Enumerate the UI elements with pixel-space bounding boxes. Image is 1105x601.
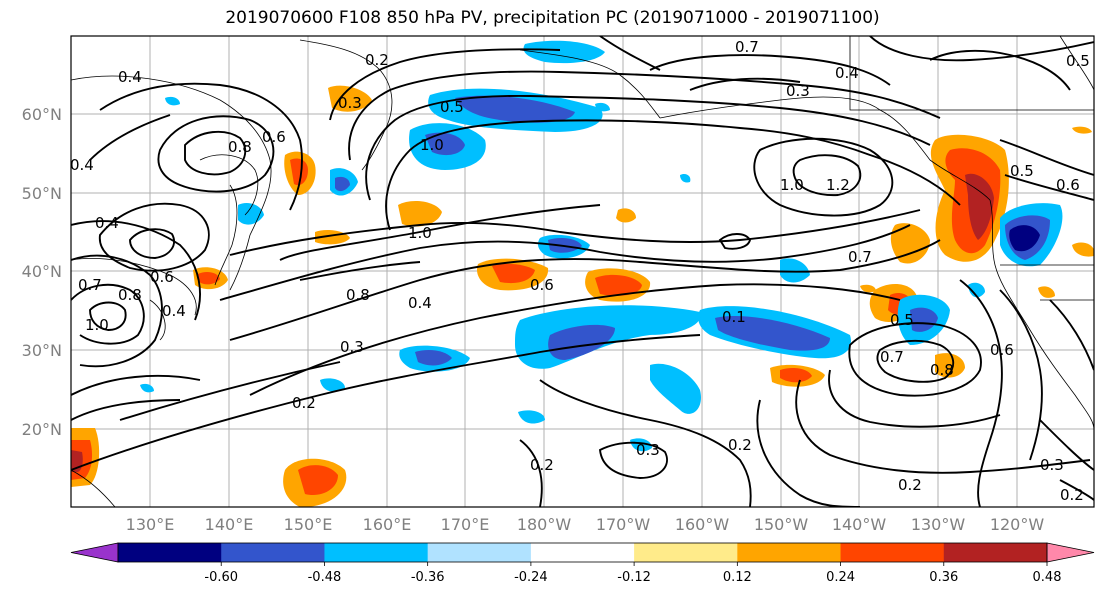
coastlines: [71, 36, 1094, 507]
contour-label: 0.5: [1010, 162, 1034, 180]
contour-label: 0.3: [338, 94, 362, 112]
contour-label: 0.7: [735, 38, 759, 56]
contour-label: 0.8: [930, 361, 954, 379]
contour-label: 0.6: [1056, 176, 1080, 194]
contour-label: 0.8: [228, 138, 252, 156]
lon-label: 170°E: [441, 515, 490, 534]
pv-contours: [71, 36, 1094, 507]
contour-label: 0.4: [835, 64, 859, 82]
lon-label: 180°W: [517, 515, 572, 534]
lon-label: 170°W: [596, 515, 651, 534]
colorbar-tick-label: 0.12: [723, 570, 752, 585]
contour-label: 0.4: [95, 214, 119, 232]
contour-label: 0.8: [346, 286, 370, 304]
colorbar-swatch: [530, 543, 635, 562]
contour-label: 0.3: [786, 82, 810, 100]
lon-label: 140°E: [205, 515, 254, 534]
lon-label: 140°W: [832, 515, 887, 534]
colorbar-tick-label: -0.12: [617, 570, 651, 585]
contour-label: 0.7: [880, 348, 904, 366]
contour-label: 0.8: [118, 286, 142, 304]
contour-label: 1.0: [420, 136, 444, 154]
colorbar-frame: [117, 542, 1048, 563]
lon-label: 160°W: [675, 515, 730, 534]
positive-anomalies: [71, 85, 1094, 507]
lon-label: 130°E: [126, 515, 175, 534]
contour-label: 0.2: [530, 456, 554, 474]
colorbar-swatch: [634, 543, 738, 562]
contour-label: 1.2: [826, 176, 850, 194]
contour-label: 0.6: [262, 128, 286, 146]
contour-label: 0.2: [728, 436, 752, 454]
lon-label: 120°W: [990, 515, 1045, 534]
contour-label: 0.2: [292, 394, 316, 412]
plot-frame: [70, 35, 1095, 508]
lat-label: 30°N: [22, 341, 62, 360]
contour-label: 0.4: [408, 294, 432, 312]
colorbar-tick-label: -0.60: [204, 570, 238, 585]
colorbar: -0.60 -0.48 -0.36 -0.24 -0.12 0.12 0.24 0.36 0.4…: [70, 542, 1095, 585]
colorbar-swatch: [840, 543, 945, 562]
contour-label: 0.4: [162, 302, 186, 320]
lat-label: 40°N: [22, 262, 62, 281]
colorbar-swatch: [737, 543, 842, 562]
contour-label: 0.1: [722, 308, 746, 326]
contour-label: 0.5: [890, 311, 914, 329]
contour-label: 0.4: [70, 156, 94, 174]
contour-label: 0.7: [78, 276, 102, 294]
contour-label: 0.4: [118, 68, 142, 86]
colorbar-extend-low: [70, 542, 119, 563]
colorbar-tick-label: 0.24: [826, 570, 855, 585]
longitude-labels: 130°E 140°E 150°E 160°E 170°E 180°W 170°…: [126, 515, 1045, 534]
contour-label: 0.5: [1066, 52, 1090, 70]
contour-label: 0.3: [1040, 456, 1064, 474]
contour-label: 0.6: [990, 341, 1014, 359]
map-title: 2019070600 F108 850 hPa PV, precipitatio…: [225, 8, 880, 28]
latitude-labels: 60°N 50°N 40°N 30°N 20°N: [22, 105, 62, 439]
contour-label: 0.7: [848, 248, 872, 266]
lon-label: 160°E: [363, 515, 412, 534]
contour-label: 0.2: [365, 51, 389, 69]
colorbar-tick-label: -0.36: [411, 570, 445, 585]
colorbar-extend-high: [1046, 542, 1095, 563]
colorbar-tick-label: -0.24: [514, 570, 548, 585]
colorbar-swatch: [427, 543, 532, 562]
contour-label: 0.3: [636, 441, 660, 459]
colorbar-tick-label: 0.48: [1033, 570, 1062, 585]
contour-label: 0.6: [530, 276, 554, 294]
contour-label: 1.0: [85, 316, 109, 334]
lon-label: 150°E: [284, 515, 333, 534]
contour-label: 0.2: [1060, 486, 1084, 504]
contour-label: 1.0: [408, 224, 432, 242]
colorbar-tick-label: 0.36: [929, 570, 958, 585]
lat-label: 20°N: [22, 420, 62, 439]
contour-labels: 0.4 0.2 0.7 0.4 0.3 0.4 0.8 0.6 0.5 1.0 …: [70, 38, 1090, 504]
colorbar-swatch: [221, 543, 325, 562]
colorbar-swatch: [118, 543, 222, 562]
contour-label: 0.6: [150, 268, 174, 286]
lat-label: 60°N: [22, 105, 62, 124]
colorbar-swatch: [943, 543, 1048, 562]
lon-label: 130°W: [911, 515, 966, 534]
contour-label: 0.3: [340, 338, 364, 356]
colorbar-tick-label: -0.48: [308, 570, 342, 585]
contour-label: 0.5: [440, 98, 464, 116]
lon-label: 150°W: [754, 515, 809, 534]
precip-shading: [71, 40, 1094, 507]
contour-label: 1.0: [780, 176, 804, 194]
contour-label: 0.2: [898, 476, 922, 494]
colorbar-swatch: [324, 543, 429, 562]
lat-label: 50°N: [22, 184, 62, 203]
